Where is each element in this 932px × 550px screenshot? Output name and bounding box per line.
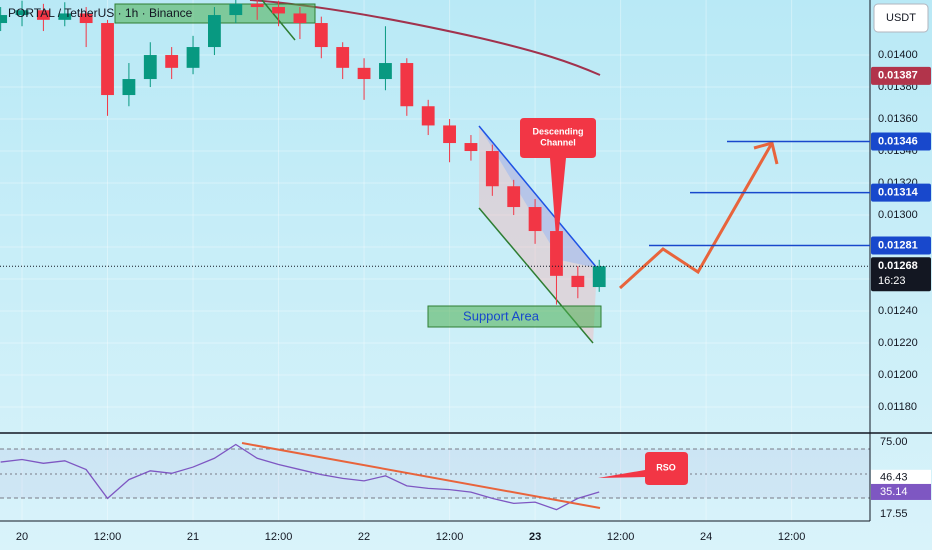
candle-body bbox=[165, 55, 179, 68]
rsi-tick-label: 17.55 bbox=[880, 508, 908, 520]
candle-body bbox=[379, 63, 392, 80]
projection bbox=[618, 142, 774, 290]
countdown: 16:23 bbox=[878, 275, 906, 287]
rsi-line bbox=[0, 443, 600, 511]
channel-fill bbox=[479, 126, 597, 343]
candle-body bbox=[336, 47, 350, 68]
y-tick-label: 0.01300 bbox=[878, 209, 918, 221]
channel-upper bbox=[478, 125, 598, 269]
candle-body bbox=[421, 106, 435, 126]
candle-body bbox=[101, 23, 114, 96]
candle-body bbox=[186, 47, 200, 68]
y-tick-label: 0.01360 bbox=[878, 113, 918, 125]
candle-body bbox=[143, 55, 157, 80]
callout-text: Channel bbox=[540, 137, 576, 147]
x-tick-label: 24 bbox=[700, 531, 712, 543]
y-tick-label: 0.01400 bbox=[878, 49, 918, 61]
y-tick-label: 0.01200 bbox=[878, 369, 918, 381]
rsi-trend-line bbox=[241, 442, 601, 509]
candles bbox=[0, 0, 606, 305]
x-tick-label: 22 bbox=[358, 531, 370, 543]
x-tick-label: 23 bbox=[529, 531, 541, 543]
candle-body bbox=[293, 13, 307, 24]
last-price-label: 0.01268 bbox=[878, 260, 918, 272]
candle-body bbox=[443, 125, 456, 144]
callout-text: Descending bbox=[532, 126, 583, 136]
price-badge bbox=[871, 66, 931, 85]
candle-body bbox=[550, 231, 563, 276]
candle-body bbox=[571, 275, 585, 288]
grid bbox=[0, 0, 870, 521]
price-badge bbox=[871, 183, 931, 202]
price-badge-label: 0.01314 bbox=[878, 187, 919, 199]
x-tick-label: 12:00 bbox=[94, 531, 122, 543]
y-tick-label: 0.01220 bbox=[878, 337, 918, 349]
candle-body bbox=[592, 266, 606, 288]
price-badge bbox=[871, 236, 931, 255]
support-label: Support Area bbox=[463, 308, 540, 323]
price-badge-label: 0.01346 bbox=[878, 135, 918, 147]
x-tick-label: 12:00 bbox=[265, 531, 293, 543]
candle-body bbox=[485, 151, 499, 187]
currency-button[interactable] bbox=[873, 3, 929, 33]
x-tick-label: 21 bbox=[187, 531, 199, 543]
price-badge-label: 0.01387 bbox=[878, 70, 918, 82]
channel-callout bbox=[520, 118, 596, 250]
last-price-badge bbox=[871, 257, 931, 292]
x-tick-label: 20 bbox=[16, 531, 28, 543]
candle-body bbox=[507, 186, 521, 208]
rsi-callout bbox=[598, 452, 688, 485]
chart-title: PORTAL / TetherUS · 1h · Binance bbox=[8, 6, 193, 20]
currency[interactable]: USDT bbox=[886, 12, 916, 24]
y-tick-label: 0.01180 bbox=[878, 401, 917, 413]
x-tick-label: 12:00 bbox=[778, 531, 806, 543]
rsi-pane bbox=[0, 443, 600, 511]
candle-body bbox=[79, 13, 93, 24]
candle-body bbox=[0, 15, 8, 24]
candle-body bbox=[58, 13, 72, 20]
projection-arrow bbox=[753, 141, 779, 165]
candle-body bbox=[272, 7, 285, 14]
candle-body bbox=[528, 207, 542, 232]
y-tick-label: 0.01240 bbox=[878, 305, 918, 317]
candle-body bbox=[250, 3, 264, 8]
candle-body bbox=[357, 67, 371, 80]
candle-body bbox=[208, 15, 221, 48]
candle-body bbox=[400, 63, 414, 107]
price-badge bbox=[871, 132, 931, 151]
candle-body bbox=[229, 3, 243, 16]
candle-body bbox=[314, 23, 328, 48]
rsi-badge-label: 35.14 bbox=[880, 486, 908, 498]
rsi-callout-text: RSO bbox=[656, 462, 676, 472]
axes: 0.014000.013800.013600.013400.013200.013… bbox=[0, 49, 931, 543]
price-badge-label: 0.01281 bbox=[878, 239, 918, 251]
rsi-tick-label: 75.00 bbox=[880, 436, 908, 448]
support-zone bbox=[427, 305, 602, 328]
rsi-badge bbox=[871, 469, 931, 486]
candle-body bbox=[36, 10, 50, 20]
rsi-badge bbox=[871, 483, 931, 500]
candle-body bbox=[122, 79, 136, 96]
x-tick-label: 12:00 bbox=[436, 531, 464, 543]
rsi-badge-label: 46.43 bbox=[880, 472, 908, 484]
candle-body bbox=[464, 143, 478, 152]
candle-body bbox=[15, 10, 29, 16]
x-tick-label: 12:00 bbox=[607, 531, 635, 543]
